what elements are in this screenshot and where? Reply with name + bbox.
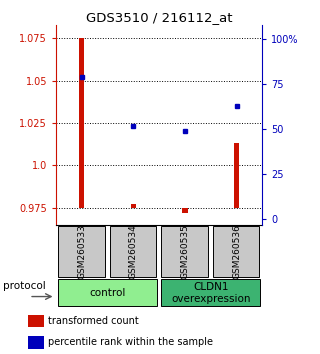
Text: GSM260535: GSM260535 (180, 224, 189, 279)
Title: GDS3510 / 216112_at: GDS3510 / 216112_at (86, 11, 232, 24)
Text: CLDN1
overexpression: CLDN1 overexpression (171, 282, 251, 304)
Text: control: control (89, 288, 126, 298)
Bar (28, 315, 44, 327)
Text: GSM260536: GSM260536 (232, 224, 241, 279)
Text: protocol: protocol (3, 281, 45, 291)
Text: transformed count: transformed count (48, 316, 139, 326)
FancyBboxPatch shape (213, 226, 259, 278)
Bar (131, 205, 136, 208)
Bar (28, 336, 44, 349)
Text: percentile rank within the sample: percentile rank within the sample (48, 337, 213, 348)
Bar (234, 143, 239, 208)
Bar (79, 38, 84, 208)
FancyBboxPatch shape (161, 226, 208, 278)
FancyBboxPatch shape (161, 279, 260, 307)
FancyBboxPatch shape (58, 226, 105, 278)
Text: GSM260533: GSM260533 (77, 224, 86, 279)
Text: GSM260534: GSM260534 (129, 224, 138, 279)
FancyBboxPatch shape (110, 226, 156, 278)
FancyBboxPatch shape (58, 279, 157, 307)
Bar (182, 208, 188, 213)
